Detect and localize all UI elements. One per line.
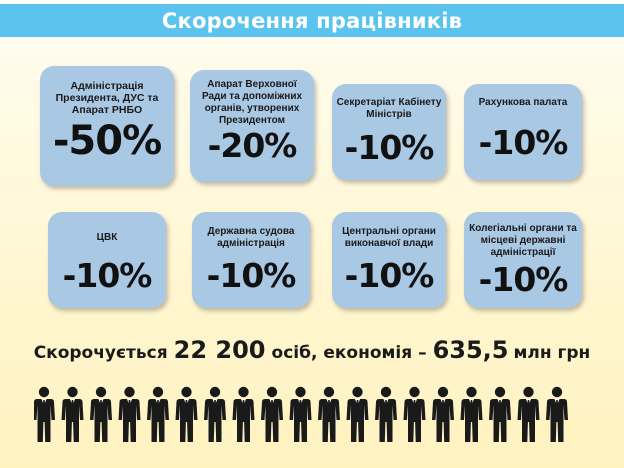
people-icons-row <box>34 386 568 442</box>
card-verkhovna-rada-apparatus: Апарат Верховної Ради та допоміжних орга… <box>190 70 314 182</box>
person-in-suit-icon <box>147 386 169 442</box>
person-in-suit-icon <box>375 386 397 442</box>
card-label: Апарат Верховної Ради та допоміжних орга… <box>201 79 303 126</box>
card-label: ЦВК <box>96 232 118 243</box>
person-in-suit-icon <box>204 386 226 442</box>
card-value: -50% <box>52 118 162 164</box>
person-in-suit-icon <box>517 386 540 442</box>
person-in-suit-icon <box>346 386 369 442</box>
summary-count: 22 200 <box>173 336 266 364</box>
card-cvk: ЦВК -10% <box>48 212 166 308</box>
card-label: Колегіальні органи та місцеві державні а… <box>469 223 577 258</box>
card-cabinet-secretariat: Секретаріат Кабінету Міністрів -10% <box>332 84 446 180</box>
card-label: Адміністрація Президента, ДУС та Апарат … <box>55 80 159 116</box>
card-central-executive-bodies: Центральні органи виконавчої влади -10% <box>332 212 446 308</box>
card-accounting-chamber: Рахункова палата -10% <box>464 84 582 180</box>
summary-text-1: Скорочується <box>33 343 168 363</box>
summary-unit: млн грн <box>513 343 591 363</box>
person-in-suit-icon <box>90 386 112 442</box>
person-in-suit-icon <box>403 386 426 442</box>
card-value: -10% <box>478 123 569 162</box>
person-in-suit-icon <box>232 386 255 442</box>
person-in-suit-icon <box>546 386 568 442</box>
summary-line: Скорочується 22 200 осіб, економія – 635… <box>0 336 624 370</box>
card-state-judicial-administration: Державна судова адміністрація -10% <box>192 212 310 308</box>
card-value: -20% <box>207 126 298 165</box>
card-value: -10% <box>478 260 569 299</box>
person-in-suit-icon <box>118 386 141 442</box>
card-presidential-administration: Адміністрація Президента, ДУС та Апарат … <box>40 66 174 186</box>
person-in-suit-icon <box>175 386 198 442</box>
card-value: -10% <box>206 256 297 295</box>
person-in-suit-icon <box>460 386 483 442</box>
card-value: -10% <box>62 256 153 295</box>
card-label: Секретаріат Кабінету Міністрів <box>336 97 442 120</box>
summary-amount: 635,5 <box>432 336 509 364</box>
person-in-suit-icon <box>261 386 283 442</box>
person-in-suit-icon <box>34 386 55 442</box>
person-in-suit-icon <box>489 386 511 442</box>
card-value: -10% <box>344 128 435 167</box>
summary-text-2: осіб, економія – <box>271 343 427 363</box>
person-in-suit-icon <box>289 386 312 442</box>
card-value: -10% <box>344 256 435 295</box>
person-in-suit-icon <box>318 386 340 442</box>
page-title: Скорочення працівників <box>161 8 463 33</box>
card-collegial-and-local-administrations: Колегіальні органи та місцеві державні а… <box>464 212 582 308</box>
card-label: Рахункова палата <box>478 97 568 108</box>
card-label: Центральні органи виконавчої влади <box>342 226 436 249</box>
card-label: Державна судова адміністрація <box>207 226 295 249</box>
title-banner: Скорочення працівників <box>0 4 624 37</box>
person-in-suit-icon <box>61 386 84 442</box>
person-in-suit-icon <box>432 386 454 442</box>
